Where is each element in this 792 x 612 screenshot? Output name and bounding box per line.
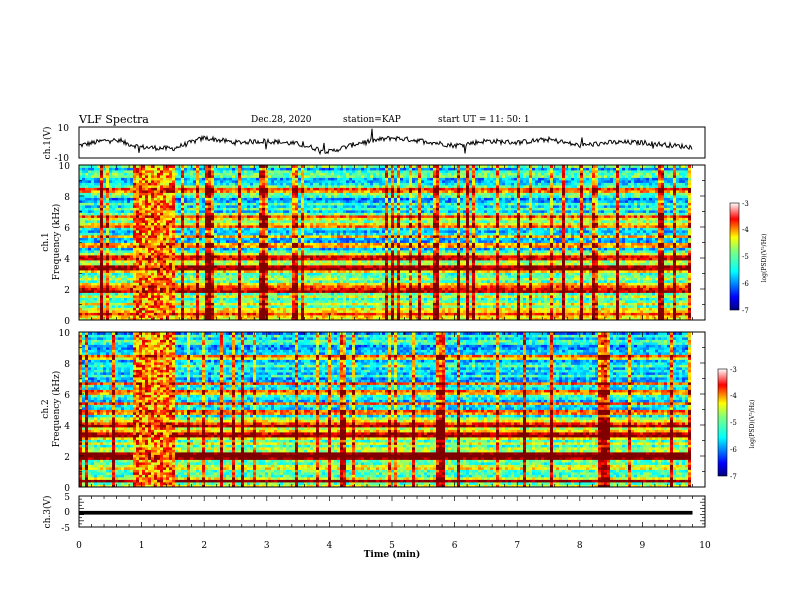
ch1-spectrogram-ticks: [78, 164, 706, 321]
ch2-freq-tick-6: 6: [64, 391, 70, 401]
time-tick-5: 5: [389, 541, 395, 551]
ch2-freq-tick-4: 4: [64, 422, 70, 432]
time-tick-8: 8: [577, 541, 583, 551]
time-tick-1: 1: [139, 541, 145, 551]
ch1-cb-tick-7: -7: [742, 307, 749, 315]
time-axis-label: Time (min): [364, 549, 421, 560]
chart-start-time: start UT = 11: 50: 1: [438, 115, 530, 125]
ch1-waveform-line: [78, 128, 693, 156]
time-tick-4: 4: [327, 541, 333, 551]
ch2-cb-tick-3: -3: [730, 366, 737, 374]
ch1-colorbar: -3 -4 -5 -6 -7 log(PSD)(V²/Hz): [729, 200, 768, 315]
ch1-ylabel: ch.1(V): [42, 127, 53, 160]
ch2-spectrogram-ticks: [78, 331, 706, 488]
ch1-ytick-top: 10: [58, 124, 70, 134]
ch1-cb-tick-5: -5: [742, 253, 749, 261]
ch1-cb-label: log(PSD)(V²/Hz): [761, 234, 768, 283]
ch2-freq-tick-2: 2: [64, 453, 70, 463]
ch3-ytick-minus5: -5: [61, 524, 70, 534]
ch3-ytick-0: 0: [64, 508, 70, 518]
ch3-ylabel: ch.3(V): [42, 496, 53, 529]
ch1-freq-tick-2: 2: [64, 286, 70, 296]
ch3-ytick-5: 5: [64, 493, 70, 503]
ch1-waveform-panel: 10 -10 ch.1(V): [42, 124, 706, 164]
chart-title: VLF Spectra: [79, 113, 149, 126]
ch1-cb-tick-6: -6: [742, 280, 749, 288]
ch2-freq-tick-8: 8: [64, 360, 70, 370]
time-tick-3: 3: [264, 541, 270, 551]
ch2-spectrogram-image: [79, 332, 691, 488]
ch2-cb-tick-7: -7: [730, 473, 737, 481]
ch1-ytick-bottom: -10: [55, 154, 70, 164]
ch2-cb-tick-6: -6: [730, 446, 737, 454]
ch2-freq-tick-10: 10: [59, 329, 71, 339]
time-tick-9: 9: [640, 541, 646, 551]
chart-station: station=KAP: [343, 115, 401, 125]
time-axis-tick-labels: 0 1 2 3 4 5 6 7 8 9 10: [76, 541, 711, 551]
ch2-frequency-ylabel: ch.2Frequency (kHz): [41, 371, 62, 448]
time-tick-2: 2: [201, 541, 207, 551]
ch2-cb-tick-4: -4: [730, 392, 737, 400]
ch1-spectrogram-image: [79, 165, 691, 321]
ch1-frequency-ylabel: ch.1Frequency (kHz): [41, 204, 62, 281]
ch2-cb-tick-5: -5: [730, 419, 737, 427]
time-tick-0: 0: [76, 541, 82, 551]
ch1-freq-tick-6: 6: [64, 224, 70, 234]
ch2-colorbar: -3 -4 -5 -6 -7 log(PSD)(V²/Hz): [717, 366, 756, 481]
chart-date: Dec.28, 2020: [251, 115, 312, 125]
ch2-spectrogram-panel: 0 2 4 6 8 10 ch.2Frequency (kHz): [41, 329, 706, 494]
ch1-cb-tick-3: -3: [742, 200, 749, 208]
ch1-cb-tick-4: -4: [742, 226, 749, 234]
ch1-freq-tick-0: 0: [64, 317, 70, 327]
time-tick-6: 6: [452, 541, 458, 551]
time-tick-10: 10: [699, 541, 711, 551]
ch1-spectrogram-panel: 0 2 4 6 8 10 ch.1Frequency (kHz): [41, 162, 706, 327]
ch1-freq-tick-4: 4: [64, 255, 70, 265]
ch3-panel: 5 0 -5 ch.3(V): [42, 493, 706, 534]
ch3-signal-band: [79, 510, 693, 515]
ch1-freq-tick-10: 10: [59, 162, 71, 172]
ch2-cb-label: log(PSD)(V²/Hz): [749, 400, 756, 449]
ch2-freq-tick-0: 0: [64, 484, 70, 494]
ch1-freq-tick-8: 8: [64, 193, 70, 203]
ch3-ticks: [78, 495, 706, 528]
time-tick-7: 7: [514, 541, 520, 551]
